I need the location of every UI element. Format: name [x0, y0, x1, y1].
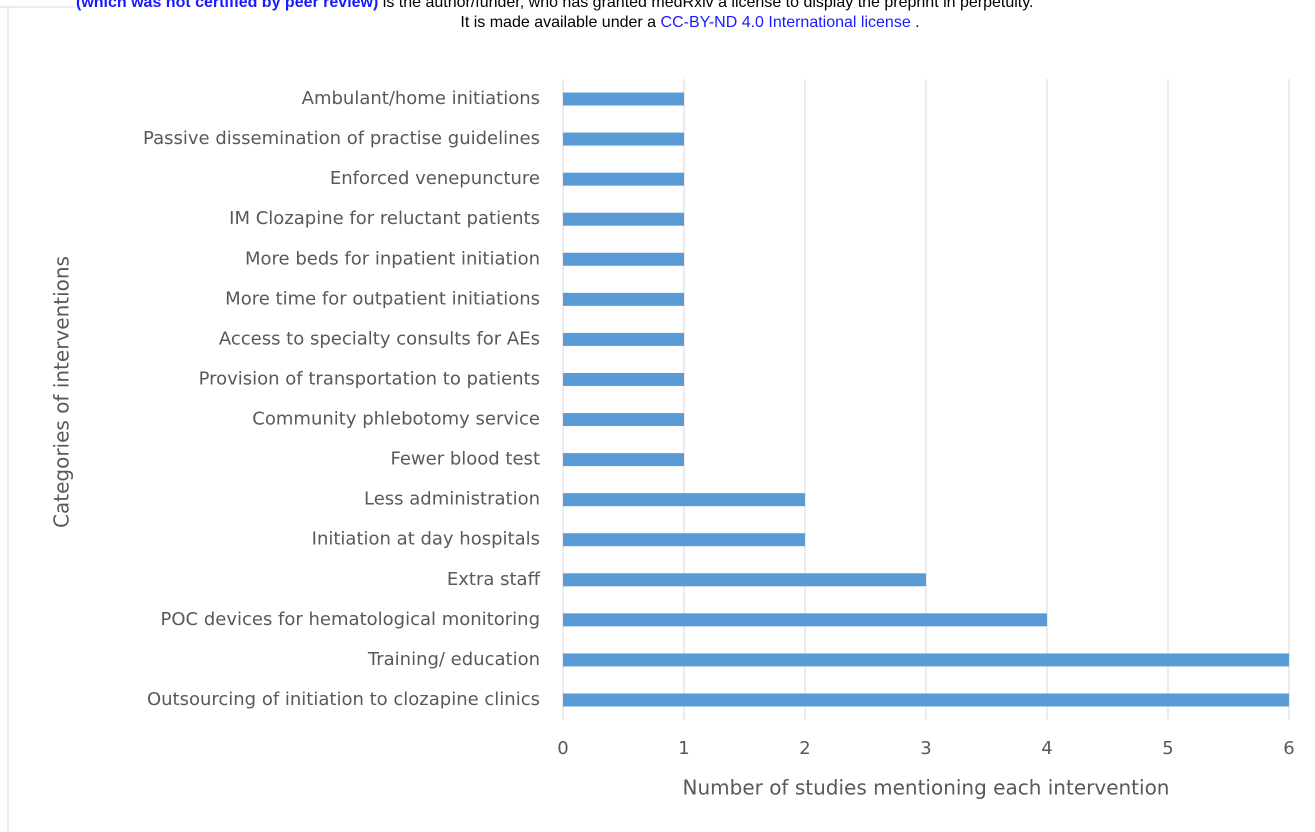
x-tick-label: 6: [1283, 738, 1294, 759]
x-tick-label: 5: [1162, 738, 1173, 759]
y-tick-label: More beds for inpatient initiation: [245, 248, 540, 269]
bar: [563, 573, 926, 587]
y-tick-label: Enforced venepuncture: [330, 168, 540, 189]
bar: [563, 493, 805, 507]
bar: [563, 613, 1047, 627]
bar: [563, 693, 1289, 707]
y-tick-label: Initiation at day hospitals: [312, 529, 540, 550]
bar: [563, 92, 684, 106]
bar: [563, 212, 684, 226]
header-text: is the author/funder, who has granted me…: [378, 0, 1034, 11]
x-axis-title: Number of studies mentioning each interv…: [683, 776, 1170, 800]
y-tick-label: Community phlebotomy service: [252, 409, 540, 430]
header-line-1: (which was not certified by peer review)…: [76, 0, 1034, 12]
y-tick-label: IM Clozapine for reluctant patients: [229, 208, 540, 229]
license-link[interactable]: CC-BY-ND 4.0 International license: [660, 14, 911, 31]
bar: [563, 453, 684, 467]
y-tick-label: Extra staff: [447, 569, 541, 590]
x-tick-label: 0: [557, 738, 568, 759]
bar: [563, 372, 684, 386]
x-tick-label: 3: [920, 738, 931, 759]
x-tick-label: 4: [1041, 738, 1052, 759]
y-tick-label: POC devices for hematological monitoring: [161, 609, 540, 630]
bar: [563, 332, 684, 346]
chart-border: [0, 6, 75, 832]
y-tick-label: Provision of transportation to patients: [199, 368, 540, 389]
bar: [563, 252, 684, 266]
x-tick-label: 2: [799, 738, 810, 759]
y-tick-label: Passive dissemination of practise guidel…: [143, 128, 540, 149]
bar: [563, 413, 684, 427]
x-tick-label: 1: [678, 738, 689, 759]
y-tick-label: More time for outpatient initiations: [225, 288, 540, 309]
header-bold: (which was not certified by peer review): [76, 0, 379, 11]
bar: [563, 533, 805, 547]
y-tick-label: Less administration: [364, 489, 540, 510]
bar: [563, 172, 684, 186]
y-axis-title: Categories of interventions: [50, 256, 74, 528]
header-text: .: [910, 14, 920, 31]
bar: [563, 292, 684, 306]
bar: [563, 653, 1289, 667]
header-line-2: It is made available under a CC-BY-ND 4.…: [0, 14, 1315, 32]
y-tick-label: Outsourcing of initiation to clozapine c…: [147, 689, 540, 710]
header-text: It is made available under a: [460, 14, 661, 31]
y-tick-label: Training/ education: [367, 649, 540, 670]
y-tick-label: Access to specialty consults for AEs: [219, 328, 540, 349]
y-tick-label: Ambulant/home initiations: [302, 88, 540, 109]
bar: [563, 132, 684, 146]
y-tick-label: Fewer blood test: [390, 449, 540, 470]
